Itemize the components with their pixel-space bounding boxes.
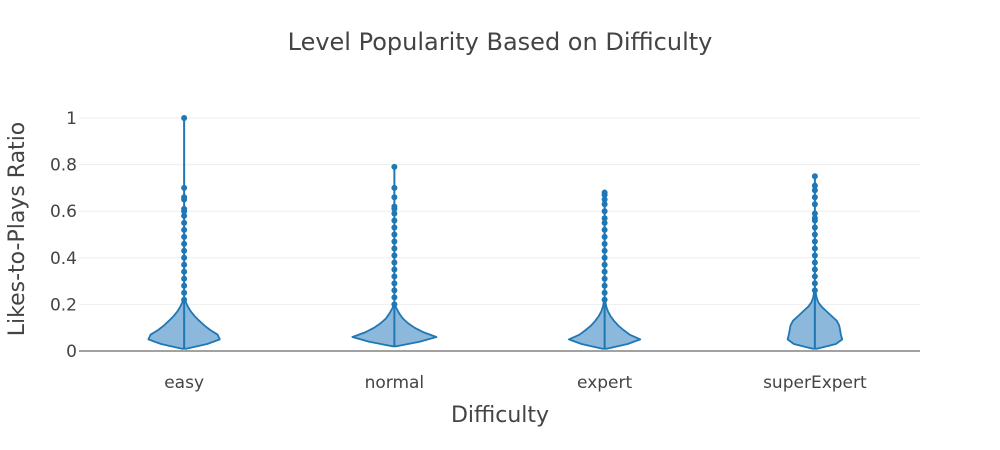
outlier-point	[391, 266, 398, 273]
x-axis-title: Difficulty	[451, 403, 549, 428]
outlier-point	[601, 208, 608, 215]
outlier-point	[391, 259, 398, 266]
outlier-point	[811, 231, 818, 238]
outlier-point	[811, 194, 818, 201]
outlier-point	[391, 203, 398, 210]
y-tick-label: 0.4	[50, 249, 77, 269]
outlier-point	[391, 217, 398, 224]
outlier-point	[181, 205, 188, 212]
gridlines	[79, 117, 920, 305]
x-axis-ticks: easy normal expert superExpert	[164, 373, 867, 393]
outlier-point	[391, 163, 398, 170]
y-tick-label: 0.2	[50, 295, 77, 315]
outlier-point	[181, 289, 188, 296]
outlier-point	[181, 268, 188, 275]
violin-superExpert	[786, 173, 844, 350]
outlier-point	[811, 182, 818, 189]
outlier-point	[181, 261, 188, 268]
outlier-point	[391, 238, 398, 245]
outlier-point	[811, 215, 818, 222]
outlier-point	[601, 261, 608, 268]
outlier-point	[181, 247, 188, 254]
outlier-point	[601, 201, 608, 208]
outlier-point	[811, 187, 818, 194]
outlier-point	[181, 226, 188, 233]
outlier-point	[601, 268, 608, 275]
outlier-point	[601, 189, 608, 196]
outlier-point	[811, 266, 818, 273]
outlier-point	[601, 282, 608, 289]
outlier-point	[811, 280, 818, 287]
outlier-point	[181, 233, 188, 240]
x-tick-label: expert	[577, 373, 632, 393]
outlier-point	[391, 252, 398, 259]
x-tick-label: superExpert	[763, 373, 867, 393]
outlier-point	[181, 254, 188, 261]
outlier-point	[181, 115, 188, 121]
outlier-point	[391, 273, 398, 280]
outlier-point	[181, 240, 188, 247]
y-tick-label: 0.8	[50, 156, 77, 176]
outlier-point	[391, 280, 398, 287]
outlier-point	[601, 247, 608, 254]
outlier-point	[391, 210, 398, 217]
outlier-point	[811, 245, 818, 252]
x-tick-label: normal	[365, 373, 425, 393]
y-axis-ticks: 0 0.2 0.4 0.6 0.8 1	[50, 109, 77, 362]
y-tick-label: 1	[66, 109, 77, 129]
outlier-point	[601, 219, 608, 226]
y-tick-label: 0.6	[50, 202, 77, 222]
outlier-point	[391, 301, 398, 308]
outlier-point	[391, 184, 398, 191]
outlier-point	[811, 252, 818, 259]
outlier-point	[601, 215, 608, 222]
outlier-point	[601, 275, 608, 282]
outlier-point	[601, 254, 608, 261]
violin-easy	[147, 115, 221, 350]
outlier-point	[181, 296, 188, 303]
outlier-point	[391, 245, 398, 252]
outlier-point	[811, 259, 818, 266]
outlier-point	[391, 194, 398, 201]
violin-expert	[568, 189, 642, 350]
outlier-point	[601, 296, 608, 303]
x-tick-label: easy	[164, 373, 204, 393]
outlier-point	[601, 289, 608, 296]
outlier-point	[601, 233, 608, 240]
y-axis-title: Likes-to-Plays Ratio	[5, 122, 30, 337]
outlier-point	[601, 226, 608, 233]
y-tick-label: 0	[66, 342, 77, 362]
chart-title: Level Popularity Based on Difficulty	[288, 28, 713, 56]
outlier-point	[391, 287, 398, 294]
outlier-point	[811, 287, 818, 294]
outlier-point	[811, 224, 818, 231]
outlier-point	[811, 173, 818, 180]
outlier-point	[181, 194, 188, 201]
outlier-point	[601, 196, 608, 203]
outlier-point	[181, 212, 188, 219]
violin-plot-area	[147, 115, 844, 350]
outlier-point	[181, 219, 188, 226]
violin-normal	[351, 163, 438, 348]
outlier-point	[811, 210, 818, 217]
outlier-point	[181, 275, 188, 282]
outlier-point	[391, 294, 398, 301]
outlier-point	[811, 201, 818, 208]
outlier-point	[181, 184, 188, 191]
outlier-point	[601, 240, 608, 247]
outlier-point	[391, 224, 398, 231]
outlier-point	[391, 231, 398, 238]
outlier-point	[811, 273, 818, 280]
outlier-point	[811, 238, 818, 245]
outlier-point	[181, 282, 188, 289]
